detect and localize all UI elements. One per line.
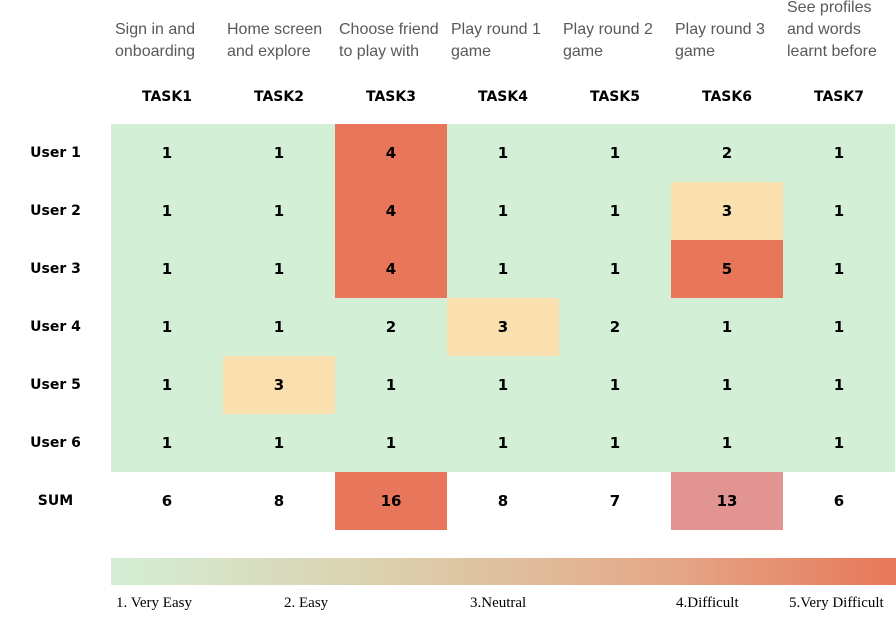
heatmap-cell: 2 bbox=[335, 298, 447, 356]
sum-cell: 8 bbox=[447, 472, 559, 530]
heatmap-cell: 1 bbox=[671, 356, 783, 414]
heatmap-cell: 1 bbox=[223, 298, 335, 356]
heatmap-cell: 1 bbox=[335, 414, 447, 472]
task-description-4: Play round 1 game bbox=[447, 19, 559, 85]
difficulty-scale-bar bbox=[111, 558, 896, 585]
task-description-line: Sign in and bbox=[115, 21, 196, 38]
heatmap-cell: 1 bbox=[559, 182, 671, 240]
task-description-line: Play round 1 bbox=[451, 21, 541, 38]
heatmap-cell: 3 bbox=[447, 298, 559, 356]
heatmap-cell: 4 bbox=[335, 124, 447, 182]
column-header-task5: TASK5 bbox=[590, 89, 640, 105]
column-header-task2: TASK2 bbox=[254, 89, 304, 105]
row-label-user3: User 3 bbox=[30, 261, 81, 277]
column-header-task6: TASK6 bbox=[702, 89, 752, 105]
task-description-2: Home screen and explore bbox=[223, 19, 335, 85]
scale-label-difficult: 4.Difficult bbox=[676, 595, 739, 611]
heatmap-cell: 1 bbox=[447, 356, 559, 414]
task-description-5: Play round 2 game bbox=[559, 19, 671, 85]
row-label-sum: SUM bbox=[37, 493, 74, 509]
heatmap-cell: 2 bbox=[671, 124, 783, 182]
heatmap-cell: 3 bbox=[671, 182, 783, 240]
task-description-1: Sign in and onboarding bbox=[111, 19, 223, 85]
heatmap-cell: 1 bbox=[783, 240, 895, 298]
task-description-line: Play round 3 bbox=[675, 21, 765, 38]
column-header-task3: TASK3 bbox=[366, 89, 416, 105]
row-label-user2: User 2 bbox=[30, 203, 81, 219]
sum-cell: 16 bbox=[335, 472, 447, 530]
task-description-line: game bbox=[451, 43, 492, 60]
task-description-line: game bbox=[675, 43, 716, 60]
heatmap-cell: 1 bbox=[559, 240, 671, 298]
heatmap-cell: 3 bbox=[223, 356, 335, 414]
task-description-3: Choose friend to play with bbox=[335, 19, 447, 85]
heatmap-cell: 1 bbox=[783, 124, 895, 182]
heatmap-cell: 1 bbox=[447, 124, 559, 182]
heatmap-cell: 1 bbox=[111, 298, 223, 356]
task-description-line: and explore bbox=[227, 43, 311, 60]
task-description-line: to play with bbox=[339, 43, 420, 60]
task-description-line: Play round 2 bbox=[563, 21, 653, 38]
heatmap-cell: 1 bbox=[223, 240, 335, 298]
task-description-line: game bbox=[563, 43, 604, 60]
sum-cell: 6 bbox=[783, 472, 895, 530]
scale-label-very-easy: 1. Very Easy bbox=[116, 595, 192, 611]
heatmap-cell: 1 bbox=[783, 298, 895, 356]
heatmap-cell: 1 bbox=[671, 298, 783, 356]
task-description-line: and words bbox=[787, 21, 861, 38]
heatmap-cell: 1 bbox=[447, 240, 559, 298]
heatmap-cell: 4 bbox=[335, 182, 447, 240]
row-label-user4: User 4 bbox=[30, 319, 81, 335]
task-description-line: Home screen bbox=[227, 21, 323, 38]
sum-cell: 8 bbox=[223, 472, 335, 530]
scale-label-very-difficult: 5.Very Difficult bbox=[789, 595, 884, 611]
heatmap-cell: 1 bbox=[111, 414, 223, 472]
heatmap-cell: 1 bbox=[447, 182, 559, 240]
heatmap-cell: 2 bbox=[559, 298, 671, 356]
row-label-user6: User 6 bbox=[30, 435, 81, 451]
task-description-7: See profiles and words learnt before bbox=[783, 0, 895, 63]
heatmap-cell: 1 bbox=[559, 124, 671, 182]
heatmap-cell: 1 bbox=[223, 414, 335, 472]
task-description-line: Choose friend bbox=[339, 21, 439, 38]
sum-cell: 7 bbox=[559, 472, 671, 530]
sum-cell: 6 bbox=[111, 472, 223, 530]
scale-label-easy: 2. Easy bbox=[284, 595, 329, 611]
heatmap-cell: 1 bbox=[783, 182, 895, 240]
heatmap-cell: 1 bbox=[559, 356, 671, 414]
heatmap-cell: 1 bbox=[559, 414, 671, 472]
heatmap-cell: 1 bbox=[223, 182, 335, 240]
heatmap-cell: 1 bbox=[111, 356, 223, 414]
scale-label-neutral: 3.Neutral bbox=[470, 595, 527, 611]
heatmap-cell: 1 bbox=[783, 356, 895, 414]
row-label-user1: User 1 bbox=[30, 145, 81, 161]
sum-cell: 13 bbox=[671, 472, 783, 530]
heatmap-cell: 1 bbox=[671, 414, 783, 472]
task-description-6: Play round 3 game bbox=[671, 19, 783, 85]
task-description-line: onboarding bbox=[115, 43, 196, 60]
heatmap-cell: 4 bbox=[335, 240, 447, 298]
heatmap-cell: 1 bbox=[223, 124, 335, 182]
column-header-task7: TASK7 bbox=[814, 89, 864, 105]
column-header-task4: TASK4 bbox=[478, 89, 528, 105]
heatmap-cell: 1 bbox=[447, 414, 559, 472]
heatmap-cell: 1 bbox=[111, 182, 223, 240]
heatmap-cell: 5 bbox=[671, 240, 783, 298]
row-label-user5: User 5 bbox=[30, 377, 81, 393]
task-description-line: See profiles bbox=[787, 0, 872, 16]
heatmap-cell: 1 bbox=[111, 124, 223, 182]
heatmap-cell: 1 bbox=[783, 414, 895, 472]
heatmap-cell: 1 bbox=[335, 356, 447, 414]
column-header-task1: TASK1 bbox=[142, 89, 192, 105]
task-description-line: learnt before bbox=[787, 43, 877, 60]
heatmap-cell: 1 bbox=[111, 240, 223, 298]
